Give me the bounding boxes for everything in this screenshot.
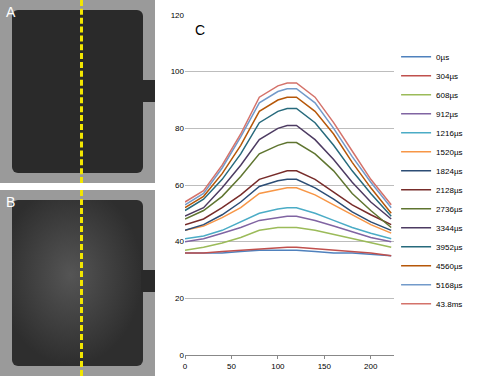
svg-text:100: 100 [171,67,185,76]
svg-text:5168µs: 5168µs [436,281,462,290]
svg-text:0µs: 0µs [436,53,449,62]
svg-text:60: 60 [175,181,184,190]
svg-text:40: 40 [175,237,184,246]
svg-text:2736µs: 2736µs [436,205,462,214]
svg-text:20: 20 [175,294,184,303]
svg-text:150: 150 [318,362,332,371]
svg-text:43.8ms: 43.8ms [436,300,462,309]
svg-text:2128µs: 2128µs [436,186,462,195]
svg-text:1520µs: 1520µs [436,148,462,157]
svg-text:3344µs: 3344µs [436,224,462,233]
html-text:B: B [6,194,16,210]
svg-text:1216µs: 1216µs [436,129,462,138]
svg-text:304µs: 304µs [436,72,458,81]
svg-text:120: 120 [171,11,185,20]
html-text:A: A [6,4,16,20]
svg-text:C: C [195,22,205,38]
svg-text:912µs: 912µs [436,110,458,119]
svg-text:80: 80 [175,124,184,133]
svg-text:0: 0 [180,351,185,360]
svg-text:0: 0 [183,362,188,371]
svg-text:200: 200 [364,362,378,371]
svg-text:100: 100 [271,362,285,371]
svg-text:4560µs: 4560µs [436,262,462,271]
svg-text:3952µs: 3952µs [436,243,462,252]
svg-text:608µs: 608µs [436,91,458,100]
svg-text:50: 50 [227,362,236,371]
svg-text:1824µs: 1824µs [436,167,462,176]
